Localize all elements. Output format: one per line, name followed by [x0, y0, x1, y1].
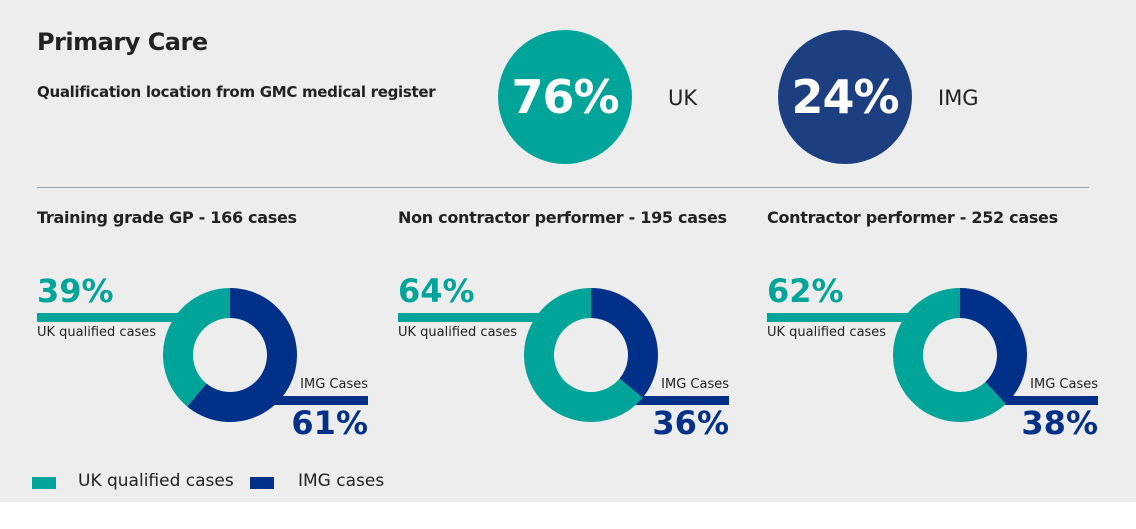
- img-percent-label: 38%: [1021, 404, 1098, 442]
- img-percent-label: 36%: [652, 404, 729, 442]
- img-leader-line: [990, 396, 1098, 405]
- legend-swatch-uk: [32, 477, 56, 489]
- uk-category-label: UK qualified cases: [398, 325, 518, 340]
- chart-title: Training grade GP - 166 cases: [37, 208, 297, 227]
- donut-chart: [893, 288, 1027, 422]
- img-summary-circle: 24%: [778, 30, 912, 164]
- donut-segment-uk: [524, 288, 643, 422]
- img-category-label: IMG Cases: [1030, 377, 1098, 392]
- uk-leader-line: [398, 313, 571, 322]
- legend-label-img: IMG cases: [298, 471, 385, 491]
- uk-percent-label: 64%: [398, 272, 475, 310]
- donut-segment-img: [591, 288, 658, 398]
- infographic-panel: Primary Care Qualification location from…: [0, 0, 1136, 502]
- page-subtitle: Qualification location from GMC medical …: [37, 83, 436, 101]
- page-title: Primary Care: [37, 28, 208, 56]
- uk-category-label: UK qualified cases: [767, 325, 887, 340]
- donut-segment-img: [187, 288, 297, 422]
- donut-chart: [524, 288, 658, 422]
- uk-percent-label: 39%: [37, 272, 114, 310]
- img-percent-label: 61%: [291, 404, 368, 442]
- img-summary-label: IMG: [938, 86, 979, 110]
- img-leader-line: [260, 396, 368, 405]
- img-category-label: IMG Cases: [300, 377, 368, 392]
- uk-leader-line: [37, 313, 210, 322]
- donut-chart: [163, 288, 297, 422]
- uk-leader-line: [767, 313, 940, 322]
- uk-summary-label: UK: [668, 86, 698, 110]
- legend-label-uk: UK qualified cases: [78, 471, 234, 491]
- img-leader-line: [621, 396, 729, 405]
- uk-summary-circle: 76%: [498, 30, 632, 164]
- donut-segment-uk: [163, 288, 230, 407]
- uk-category-label: UK qualified cases: [37, 325, 157, 340]
- donut-segment-uk: [893, 288, 1006, 422]
- legend-swatch-img: [250, 477, 274, 489]
- img-category-label: IMG Cases: [661, 377, 729, 392]
- uk-percent-label: 62%: [767, 272, 844, 310]
- chart-title: Contractor performer - 252 cases: [767, 208, 1058, 227]
- divider: [37, 187, 1089, 188]
- donut-segment-img: [960, 288, 1027, 404]
- chart-title: Non contractor performer - 195 cases: [398, 208, 727, 227]
